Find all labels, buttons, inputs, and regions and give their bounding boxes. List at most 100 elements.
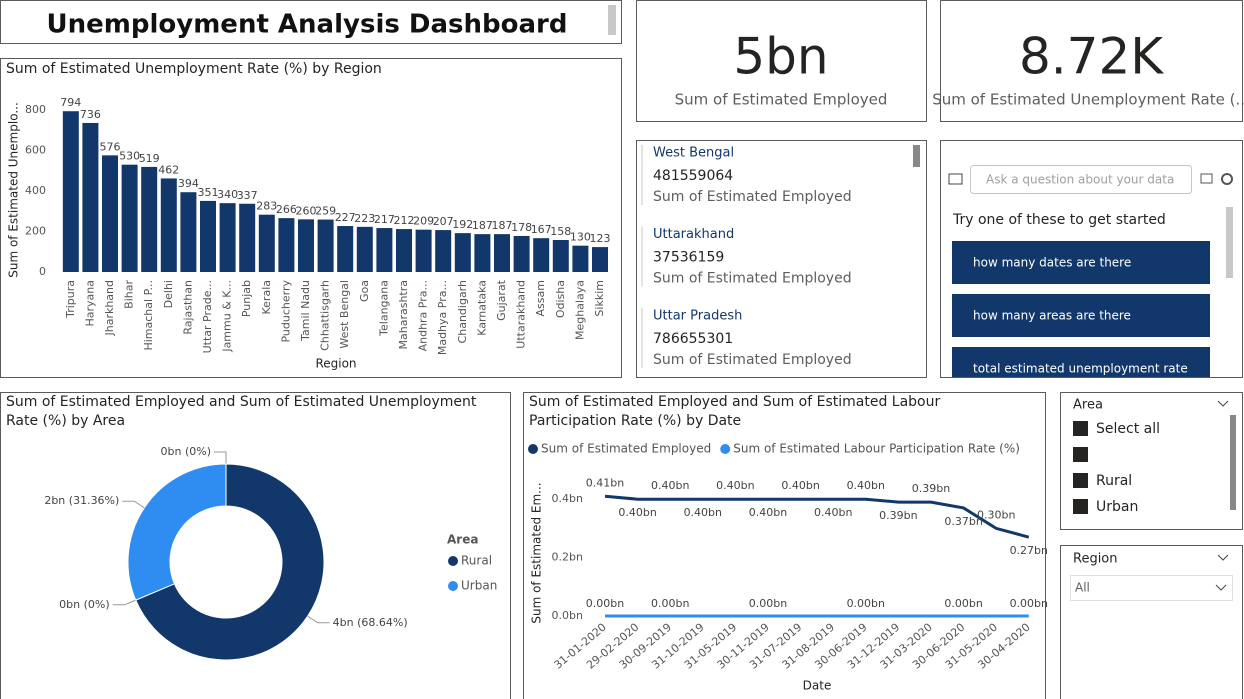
suggestion-button[interactable]: total estimated unemployment rate	[952, 347, 1210, 390]
settings-icon[interactable]	[1221, 173, 1233, 185]
data-label: 736	[80, 108, 101, 121]
data-label: 0.00bn	[749, 597, 787, 610]
data-label: 0.40bn	[749, 506, 787, 519]
bar	[82, 122, 99, 273]
x-tick-label: West Bengal	[338, 280, 351, 349]
bar	[200, 200, 216, 272]
bar	[572, 245, 589, 272]
scrollbar	[913, 145, 920, 167]
bar	[435, 230, 452, 272]
slicer-item[interactable]: Urban	[1073, 499, 1138, 515]
line-panel	[523, 392, 1046, 699]
qa-placeholder: Ask a question about your data	[986, 173, 1174, 187]
legend-label: Sum of Estimated Employed	[541, 442, 711, 456]
legend-marker	[528, 444, 538, 454]
leader-line	[112, 599, 136, 606]
data-label: 0.41bn	[586, 476, 624, 489]
data-label: 207	[433, 215, 454, 228]
y-tick-label: 800	[25, 103, 46, 116]
data-label: 0.40bn	[684, 506, 722, 519]
x-tick-label: Haryana	[83, 280, 96, 327]
qa-input[interactable]	[970, 165, 1192, 194]
bar	[396, 229, 412, 272]
qa-content: Ask a question about your data Try one o…	[948, 165, 1233, 390]
bar	[141, 166, 158, 272]
data-label: 212	[394, 214, 415, 227]
leader-line	[214, 451, 227, 464]
checkbox	[1073, 421, 1088, 436]
x-tick-label: Rajasthan	[181, 280, 194, 335]
x-tick-label: Tamil Nadu	[299, 280, 312, 342]
data-label: 0.40bn	[814, 506, 852, 519]
x-tick-label: Karnataka	[475, 280, 488, 336]
slicer-item-label: Urban	[1096, 499, 1138, 515]
qa-prompt: Try one of these to get started	[952, 212, 1166, 228]
data-label: 340	[217, 188, 238, 201]
bar	[219, 203, 236, 272]
x-tick-label: Madhya Pra...	[436, 280, 449, 355]
scrollbar	[1230, 415, 1236, 510]
x-tick-label: Jammu & K...	[221, 280, 234, 353]
chevron[interactable]	[1215, 584, 1227, 591]
chart-title: Sum of Estimated Employed and Sum of Est…	[529, 394, 940, 429]
card-value: 8.72K	[1019, 28, 1164, 86]
data-label: 223	[354, 212, 375, 225]
data-label: 0.00bn	[1010, 597, 1048, 610]
bar	[592, 247, 608, 272]
bar	[62, 111, 79, 272]
donut-slice	[135, 463, 325, 661]
x-tick-label: Chhattisgarh	[319, 280, 332, 351]
bar	[376, 228, 393, 272]
multi-row-list: West Bengal 481559064 Sum of Estimated Emp…	[641, 145, 852, 368]
data-label: 794	[60, 96, 81, 109]
dropdown[interactable]	[1070, 575, 1233, 601]
data-label: 0.00bn	[651, 597, 689, 610]
legend-marker	[720, 444, 731, 454]
y-axis-title: Sum of Estimated Unemplo...	[7, 102, 21, 278]
bar	[102, 155, 118, 272]
slicer-item[interactable]	[1073, 447, 1088, 462]
slicer-item[interactable]: Select all	[1073, 421, 1160, 437]
row-value: 37536159	[653, 250, 724, 266]
icon[interactable]	[1200, 173, 1213, 184]
data-label: 0.39bn	[879, 509, 917, 522]
donut-chart: 0bn (0%) 4bn (68.64%) 0bn (0%) 2bn (31.36%)…	[44, 445, 497, 661]
y-tick-label: 0.4bn	[552, 492, 583, 505]
chevron[interactable]	[1217, 400, 1229, 407]
data-label: 462	[158, 163, 179, 176]
x-tick-label: Andhra Pra...	[417, 280, 430, 351]
chart-title: Sum of Estimated Employed and Sum of Est…	[6, 394, 477, 429]
bar	[474, 234, 491, 272]
data-label: 0.40bn	[651, 479, 689, 492]
chevron[interactable]	[1217, 554, 1229, 561]
legend-marker	[448, 556, 458, 566]
y-tick-label: 0	[39, 265, 46, 278]
suggestion-button[interactable]: how many dates are there	[952, 241, 1210, 284]
checkbox	[1073, 499, 1088, 514]
slicer-item[interactable]: Rural	[1073, 473, 1132, 489]
legend-label: Sum of Estimated Labour Participation Ra…	[733, 442, 1020, 456]
row-title: Uttarakhand	[653, 227, 734, 242]
data-label: 0.40bn	[618, 506, 656, 519]
data-label: 192	[452, 218, 473, 231]
bar	[278, 218, 295, 272]
x-tick-label: Uttar Prade...	[201, 280, 214, 353]
card-panel	[636, 0, 927, 122]
bar	[494, 234, 510, 272]
y-tick-label: 600	[25, 144, 46, 157]
x-axis-title: Region	[315, 357, 356, 371]
bar	[415, 229, 432, 272]
data-label: 259	[315, 205, 336, 218]
bar	[298, 219, 314, 272]
data-label: 0.30bn	[977, 508, 1015, 521]
data-label: 0.00bn	[586, 597, 624, 610]
x-tick-label: Assam	[534, 280, 547, 316]
suggestion-button[interactable]: how many areas are there	[952, 294, 1210, 337]
button-bg	[952, 347, 1210, 377]
data-label: 0.27bn	[1010, 544, 1048, 557]
button-label: total estimated unemployment rate	[973, 362, 1188, 376]
checkbox	[1073, 447, 1088, 462]
data-label: 0.37bn	[944, 515, 982, 528]
dashboard-title: Unemployment Analysis Dashboard	[47, 10, 568, 40]
